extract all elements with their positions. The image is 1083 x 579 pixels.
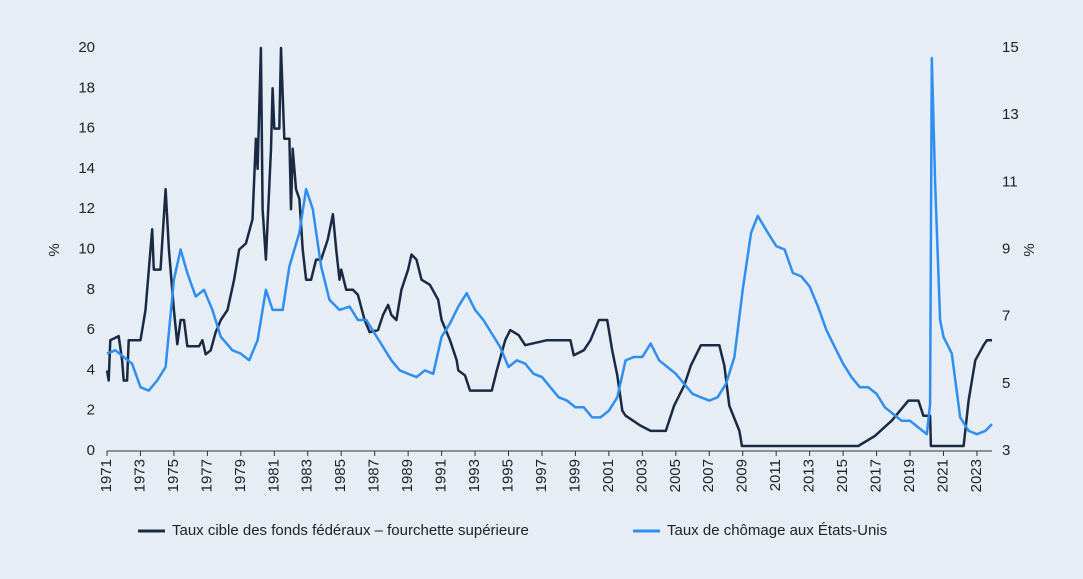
y-axis-label: %: [46, 243, 63, 256]
x-tick-label: 1983: [299, 459, 316, 492]
y-tick-label: 2: [87, 402, 95, 419]
y2-tick-label: 15: [1002, 39, 1019, 56]
x-tick-label: 1971: [98, 459, 115, 492]
x-tick-label: 1999: [566, 459, 583, 492]
x-tick-label: 2023: [968, 459, 985, 492]
x-tick-label: 2009: [734, 459, 751, 492]
y2-tick-label: 9: [1002, 240, 1010, 257]
x-tick-label: 1979: [232, 459, 249, 492]
x-tick-label: 2011: [767, 459, 784, 491]
y-tick-label: 18: [78, 79, 95, 96]
x-tick-label: 1995: [499, 459, 516, 492]
y-tick-label: 4: [87, 361, 95, 378]
x-tick-label: 2013: [801, 459, 818, 492]
x-tick-label: 1975: [165, 459, 182, 492]
y-tick-label: 6: [87, 321, 95, 338]
x-tick-label: 2019: [901, 459, 918, 492]
series-line: [105, 46, 992, 448]
y2-tick-label: 3: [1002, 442, 1010, 459]
x-tick-label: 1985: [332, 459, 349, 492]
x-tick-label: 2003: [633, 459, 650, 492]
y2-tick-label: 13: [1002, 106, 1019, 123]
x-tick-label: 2017: [868, 459, 885, 492]
x-tick-label: 2015: [834, 459, 851, 492]
x-tick-label: 1993: [466, 459, 483, 492]
y-tick-label: 0: [87, 442, 95, 459]
y2-tick-label: 11: [1002, 173, 1018, 190]
y2-axis-label: %: [1021, 243, 1038, 256]
legend-label: Taux cible des fonds fédéraux – fourchet…: [172, 522, 529, 539]
series-line: [106, 56, 993, 436]
x-tick-label: 1989: [399, 459, 416, 492]
y-tick-label: 14: [78, 160, 95, 177]
y-tick-label: 10: [78, 240, 95, 257]
y-tick-label: 8: [87, 281, 95, 298]
x-tick-label: 1973: [131, 459, 148, 492]
x-tick-label: 1991: [433, 459, 450, 492]
x-tick-label: 1987: [366, 459, 383, 492]
y-tick-label: 20: [78, 39, 95, 56]
y-tick-label: 16: [78, 120, 95, 137]
x-tick-label: 2005: [667, 459, 684, 492]
x-tick-label: 1977: [198, 459, 215, 492]
x-tick-label: 1981: [265, 459, 282, 492]
y2-tick-label: 5: [1002, 375, 1010, 392]
y-tick-label: 12: [78, 200, 95, 217]
x-tick-label: 1997: [533, 459, 550, 492]
y2-tick-label: 7: [1002, 308, 1010, 325]
legend-label: Taux de chômage aux États-Unis: [667, 522, 887, 539]
x-tick-label: 2001: [600, 459, 617, 492]
x-tick-label: 2021: [934, 459, 951, 492]
x-tick-label: 2007: [700, 459, 717, 492]
